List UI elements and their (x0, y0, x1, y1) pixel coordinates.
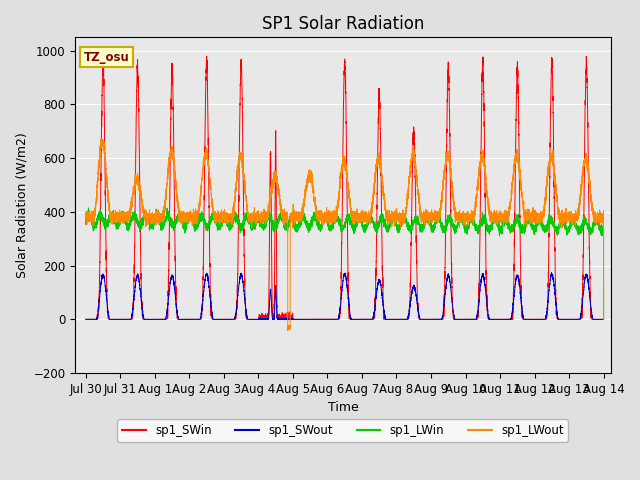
sp1_SWout (460, 316, 468, 322)
Line: sp1_LWout: sp1_LWout (86, 139, 604, 331)
sp1_SWout (82, 316, 90, 322)
sp1_LWin (475, 227, 483, 232)
sp1_SWout (548, 270, 556, 276)
sp1_LWin (572, 223, 579, 229)
sp1_SWin (82, 316, 90, 322)
Line: sp1_SWin: sp1_SWin (86, 56, 604, 319)
sp1_SWin (572, 316, 579, 322)
sp1_LWin (578, 228, 586, 234)
sp1_LWout (572, 208, 579, 214)
Title: SP1 Solar Radiation: SP1 Solar Radiation (262, 15, 424, 33)
sp1_LWout (284, 328, 292, 334)
sp1_LWout (475, 169, 483, 175)
sp1_SWout (572, 316, 579, 322)
sp1_LWin (82, 221, 90, 227)
sp1_SWout (600, 316, 607, 322)
Line: sp1_SWout: sp1_SWout (86, 273, 604, 319)
sp1_SWout (578, 304, 586, 310)
sp1_SWin (203, 53, 211, 59)
Legend: sp1_SWin, sp1_SWout, sp1_LWin, sp1_LWout: sp1_SWin, sp1_SWout, sp1_LWin, sp1_LWout (118, 420, 568, 442)
X-axis label: Time: Time (328, 401, 358, 414)
sp1_LWout (600, 316, 607, 322)
sp1_SWin (327, 316, 335, 322)
sp1_LWin (327, 228, 335, 233)
sp1_LWin (84, 205, 92, 211)
sp1_SWin (600, 316, 607, 322)
sp1_LWin (600, 316, 607, 322)
sp1_SWin (475, 286, 483, 291)
sp1_LWout (258, 215, 266, 220)
sp1_SWin (578, 303, 586, 309)
sp1_SWout (327, 316, 335, 322)
Text: TZ_osu: TZ_osu (83, 51, 129, 64)
sp1_LWout (578, 176, 586, 182)
sp1_SWin (461, 316, 468, 322)
sp1_LWin (258, 221, 266, 227)
Line: sp1_LWin: sp1_LWin (86, 208, 604, 319)
sp1_SWout (475, 300, 483, 306)
Y-axis label: Solar Radiation (W/m2): Solar Radiation (W/m2) (15, 132, 28, 278)
sp1_SWin (258, 316, 266, 322)
sp1_LWin (461, 226, 468, 232)
sp1_LWout (327, 209, 335, 215)
sp1_SWout (258, 316, 266, 322)
sp1_LWout (97, 136, 104, 142)
sp1_LWout (82, 212, 90, 217)
sp1_LWout (461, 219, 468, 225)
